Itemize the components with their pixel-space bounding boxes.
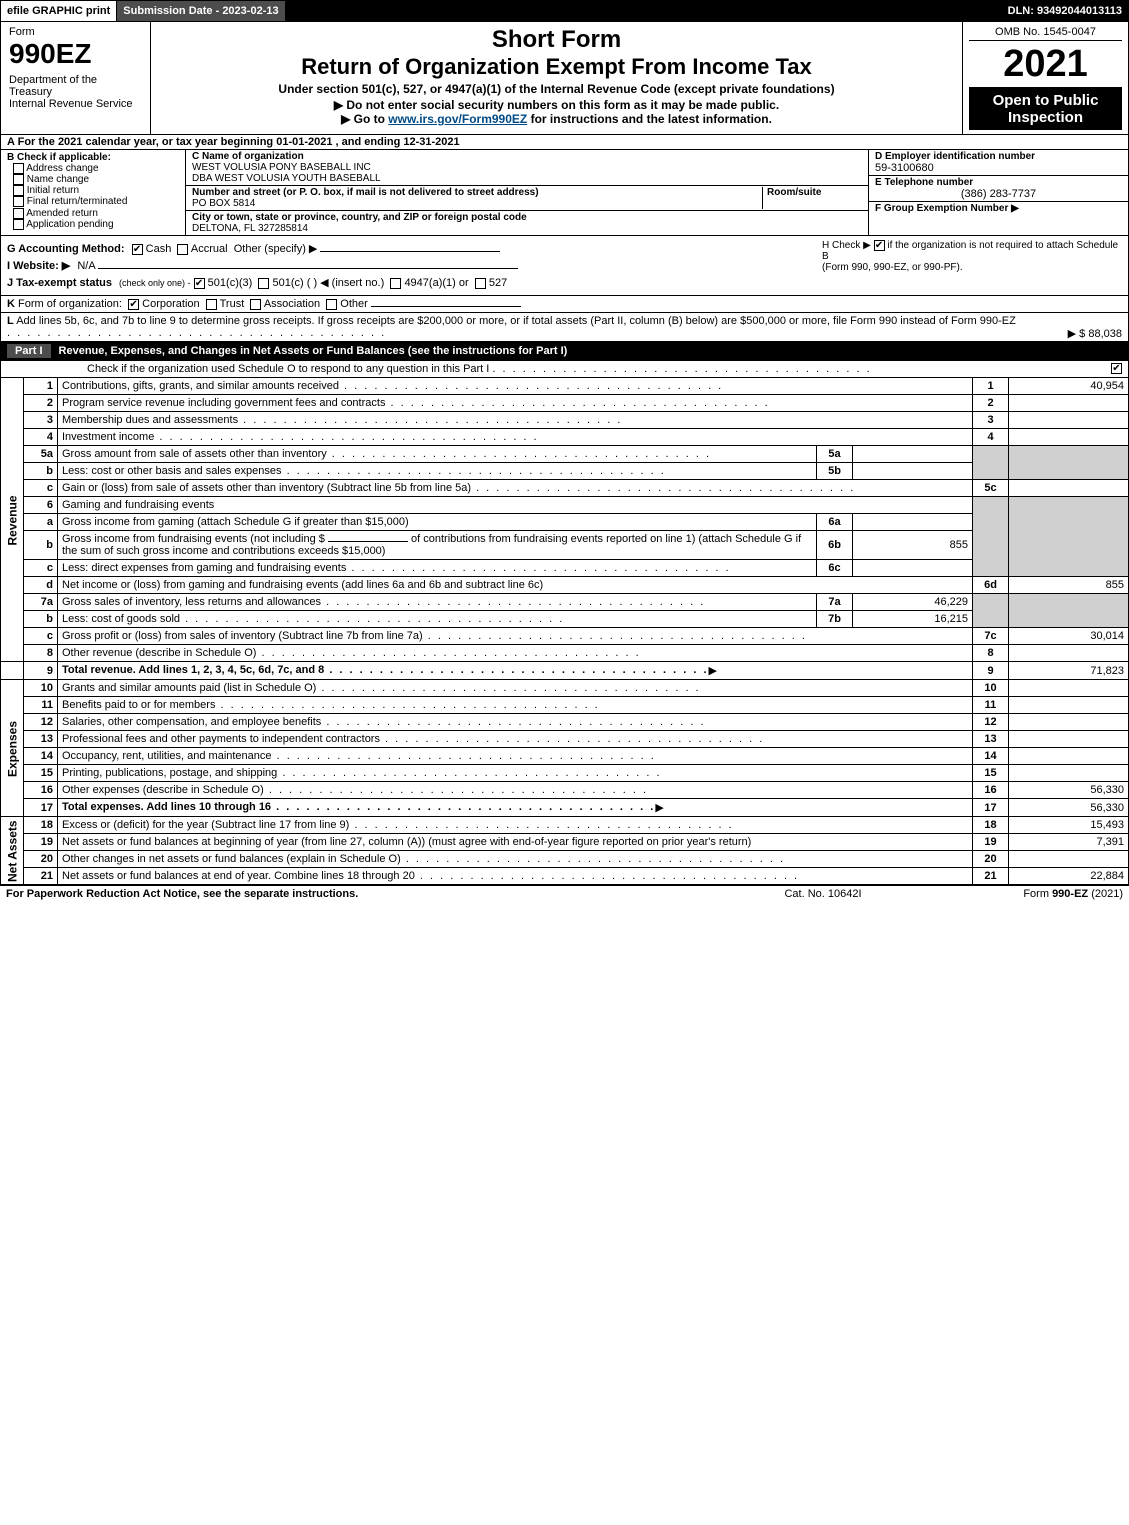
c-name-label: C Name of organization <box>192 151 862 162</box>
line-g: G Accounting Method: Cash Accrual Other … <box>7 240 822 257</box>
chk-initial-return[interactable]: Initial return <box>13 185 179 196</box>
ein-value: 59-3100680 <box>875 162 1122 174</box>
row-l: L Add lines 5b, 6c, and 7b to line 9 to … <box>0 313 1129 342</box>
omb-number: OMB No. 1545-0047 <box>969 26 1122 41</box>
chk-other-org[interactable] <box>326 299 337 310</box>
gross-receipts: ▶ $ 88,038 <box>1068 327 1122 340</box>
line18-value: 15,493 <box>1009 817 1129 834</box>
org-name: WEST VOLUSIA PONY BASEBALL INC <box>192 162 862 173</box>
form-number: 990EZ <box>9 38 142 70</box>
top-bar: efile GRAPHIC print Submission Date - 20… <box>0 0 1129 22</box>
phone-value: (386) 283-7737 <box>875 188 1122 200</box>
dln-number: DLN: 93492044013113 <box>1002 1 1128 21</box>
col-b: B Check if applicable: Address change Na… <box>1 150 186 235</box>
part1-checkline: Check if the organization used Schedule … <box>0 361 1129 378</box>
chk-501c3[interactable] <box>194 278 205 289</box>
header-center: Short Form Return of Organization Exempt… <box>151 22 963 134</box>
line16-value: 56,330 <box>1009 782 1129 799</box>
page-footer: For Paperwork Reduction Act Notice, see … <box>0 885 1129 902</box>
addr-value: PO BOX 5814 <box>192 198 762 209</box>
chk-association[interactable] <box>250 299 261 310</box>
open-to-public: Open to Public Inspection <box>969 88 1122 130</box>
block-ghij: G Accounting Method: Cash Accrual Other … <box>0 236 1129 296</box>
footer-right: Form 990-EZ (2021) <box>923 888 1123 900</box>
block-bcdef: B Check if applicable: Address change Na… <box>0 150 1129 236</box>
chk-corporation[interactable] <box>128 299 139 310</box>
side-expenses: Expenses <box>1 680 24 817</box>
city-label: City or town, state or province, country… <box>192 212 862 223</box>
website-value: N/A <box>77 260 95 272</box>
chk-501c[interactable] <box>258 278 269 289</box>
chk-accrual[interactable] <box>177 244 188 255</box>
part1-header: Part I Revenue, Expenses, and Changes in… <box>0 342 1129 361</box>
part1-label: Part I <box>7 344 51 358</box>
header-right: OMB No. 1545-0047 2021 Open to Public In… <box>963 22 1128 134</box>
line-a-letter: A <box>7 136 15 148</box>
f-group-label: F Group Exemption Number ▶ <box>875 203 1122 214</box>
chk-schedule-b[interactable] <box>874 240 885 251</box>
side-revenue: Revenue <box>1 378 24 662</box>
side-netassets: Net Assets <box>1 817 24 885</box>
line6d-value: 855 <box>1009 577 1129 594</box>
line17-value: 56,330 <box>1009 799 1129 817</box>
d-ein-label: D Employer identification number <box>875 151 1122 162</box>
chk-trust[interactable] <box>206 299 217 310</box>
line7c-value: 30,014 <box>1009 628 1129 645</box>
col-c: C Name of organization WEST VOLUSIA PONY… <box>186 150 868 235</box>
city-value: DELTONA, FL 327285814 <box>192 223 862 234</box>
footer-center: Cat. No. 10642I <box>723 888 923 900</box>
line1-value: 40,954 <box>1009 378 1129 395</box>
row-k: K Form of organization: Corporation Trus… <box>0 296 1129 313</box>
efile-print-label[interactable]: efile GRAPHIC print <box>1 1 117 21</box>
col-de: D Employer identification number 59-3100… <box>868 150 1128 235</box>
part1-table: Revenue 1 Contributions, gifts, grants, … <box>0 378 1129 885</box>
org-dba: DBA WEST VOLUSIA YOUTH BASEBALL <box>192 173 862 184</box>
line7b-value: 16,215 <box>853 611 973 628</box>
ssn-warning: ▶ Do not enter social security numbers o… <box>159 98 954 112</box>
return-title: Return of Organization Exempt From Incom… <box>159 54 954 80</box>
short-form-title: Short Form <box>159 26 954 54</box>
chk-amended-return[interactable]: Amended return <box>13 208 179 219</box>
chk-final-return[interactable]: Final return/terminated <box>13 196 179 207</box>
chk-application-pending[interactable]: Application pending <box>13 219 179 230</box>
tax-year: 2021 <box>969 41 1122 88</box>
line19-value: 7,391 <box>1009 834 1129 851</box>
under-section: Under section 501(c), 527, or 4947(a)(1)… <box>159 82 954 96</box>
line7a-value: 46,229 <box>853 594 973 611</box>
goto-instructions: ▶ Go to www.irs.gov/Form990EZ for instru… <box>159 112 954 126</box>
line-j: J Tax-exempt status (check only one) - 5… <box>7 274 822 291</box>
form-header: Form 990EZ Department of the Treasury In… <box>0 22 1129 135</box>
submission-date: Submission Date - 2023-02-13 <box>117 1 285 21</box>
col-b-letter: B <box>7 152 14 163</box>
header-left: Form 990EZ Department of the Treasury In… <box>1 22 151 134</box>
chk-4947[interactable] <box>390 278 401 289</box>
line-a-text: For the 2021 calendar year, or tax year … <box>18 136 460 148</box>
department-label: Department of the Treasury Internal Reve… <box>9 74 142 110</box>
chk-schedule-o-used[interactable] <box>1111 363 1122 374</box>
col-b-header: Check if applicable: <box>17 152 111 163</box>
line-h: H Check ▶ if the organization is not req… <box>822 240 1122 291</box>
chk-cash[interactable] <box>132 244 143 255</box>
room-label: Room/suite <box>767 187 862 198</box>
addr-label: Number and street (or P. O. box, if mail… <box>192 187 762 198</box>
e-phone-label: E Telephone number <box>875 177 1122 188</box>
footer-left: For Paperwork Reduction Act Notice, see … <box>6 888 723 900</box>
line-a: A For the 2021 calendar year, or tax yea… <box>0 135 1129 150</box>
line21-value: 22,884 <box>1009 868 1129 885</box>
line6b-value: 855 <box>853 531 973 560</box>
line-i: I Website: ▶ N/A <box>7 257 822 274</box>
chk-address-change[interactable]: Address change <box>13 163 179 174</box>
irs-link[interactable]: www.irs.gov/Form990EZ <box>388 112 527 126</box>
form-word: Form <box>9 26 142 38</box>
chk-name-change[interactable]: Name change <box>13 174 179 185</box>
part1-title: Revenue, Expenses, and Changes in Net As… <box>59 345 568 357</box>
chk-527[interactable] <box>475 278 486 289</box>
line9-value: 71,823 <box>1009 662 1129 680</box>
